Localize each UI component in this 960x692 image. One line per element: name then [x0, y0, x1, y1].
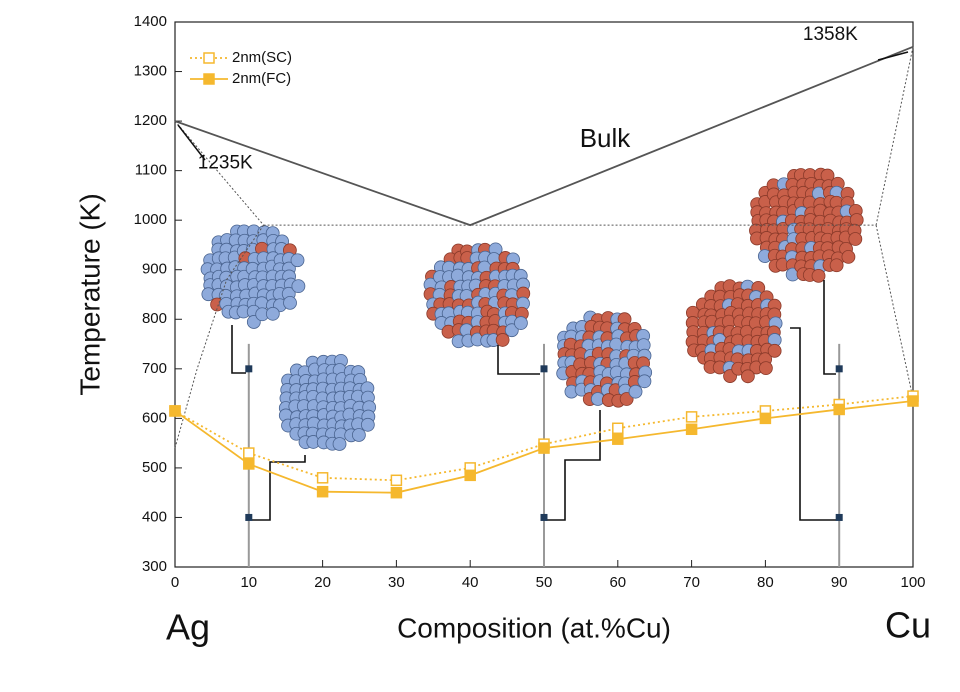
point — [685, 423, 698, 436]
x-tick-label: 80 — [757, 574, 774, 591]
x-tick-label: 10 — [240, 574, 257, 591]
atom — [265, 306, 280, 321]
point — [243, 458, 255, 470]
atom — [291, 279, 306, 294]
connectors — [231, 280, 836, 521]
atom — [628, 384, 643, 399]
atom — [848, 232, 863, 246]
y-tick-label: 600 — [142, 409, 167, 426]
marker — [835, 365, 843, 373]
connector — [252, 455, 306, 521]
x-tick-label: 50 — [536, 574, 553, 591]
legend-marker — [203, 52, 215, 64]
atom — [290, 253, 305, 268]
end-label: Cu — [885, 605, 931, 646]
point — [538, 442, 550, 454]
atom — [829, 258, 844, 273]
y-tick-label: 400 — [142, 508, 167, 525]
point — [243, 447, 255, 459]
end-label: Ag — [166, 607, 210, 648]
arrow — [877, 51, 909, 61]
annotation: 1358K — [803, 24, 858, 45]
connector — [546, 410, 601, 521]
x-tick-label: 0 — [171, 574, 179, 591]
bulk-line — [174, 120, 264, 226]
connector — [497, 345, 540, 375]
point — [464, 469, 476, 482]
y-tick-label: 1200 — [134, 112, 167, 129]
atom — [504, 323, 519, 338]
legend-label: 2nm(SC) — [232, 49, 292, 66]
y-tick-label: 700 — [142, 360, 167, 377]
y-axis-label: Temperature (K) — [74, 193, 105, 395]
connector — [790, 327, 836, 521]
point — [316, 485, 329, 498]
atom — [619, 392, 634, 406]
point — [833, 403, 845, 416]
point — [390, 474, 403, 487]
atom — [811, 268, 826, 283]
marker — [540, 513, 548, 521]
marker — [835, 513, 843, 521]
point — [390, 486, 403, 499]
bulk-line — [174, 224, 264, 449]
point — [685, 411, 698, 423]
x-axis-label: Composition (at.%Cu) — [397, 612, 671, 643]
atom — [841, 249, 856, 264]
atom — [758, 361, 773, 376]
point — [316, 472, 329, 484]
x-tick-label: 90 — [831, 574, 848, 591]
atom — [740, 369, 755, 384]
nanoparticle-images — [200, 167, 864, 451]
y-tick-label: 300 — [142, 558, 167, 575]
marker — [245, 365, 253, 373]
x-tick-label: 20 — [314, 574, 331, 591]
marker — [245, 513, 253, 521]
connector — [231, 325, 246, 374]
annotation: 1235K — [198, 153, 253, 174]
marker — [540, 365, 548, 373]
x-tick-label: 100 — [900, 574, 925, 591]
bulk-line — [875, 225, 914, 399]
series-line — [174, 395, 914, 482]
atom — [767, 343, 782, 358]
x-tick-label: 60 — [609, 574, 626, 591]
y-tick-label: 500 — [142, 459, 167, 476]
atom — [495, 333, 510, 347]
atom — [514, 316, 528, 330]
arrow — [177, 124, 206, 161]
atom — [332, 437, 347, 451]
bulk-line — [174, 45, 914, 227]
atom — [351, 428, 366, 442]
point — [169, 405, 181, 417]
legend-marker — [203, 73, 215, 85]
point — [612, 433, 624, 445]
connector — [823, 280, 836, 375]
x-tick-label: 70 — [683, 574, 700, 591]
y-tick-label: 1400 — [134, 13, 167, 30]
atom — [283, 295, 297, 310]
x-tick-label: 30 — [388, 574, 405, 591]
x-tick-label: 40 — [462, 574, 479, 591]
bulk-label: Bulk — [580, 123, 632, 153]
bulk-line — [875, 46, 914, 226]
y-tick-label: 1300 — [134, 63, 167, 80]
atom — [360, 417, 375, 432]
y-tick-label: 1000 — [134, 211, 167, 228]
point — [612, 422, 624, 435]
y-tick-label: 900 — [142, 261, 167, 278]
y-tick-label: 1100 — [135, 162, 167, 179]
legend-label: 2nm(FC) — [232, 70, 291, 87]
y-tick-label: 800 — [142, 310, 167, 327]
point — [907, 395, 919, 407]
point — [759, 412, 772, 425]
atom — [637, 374, 652, 389]
